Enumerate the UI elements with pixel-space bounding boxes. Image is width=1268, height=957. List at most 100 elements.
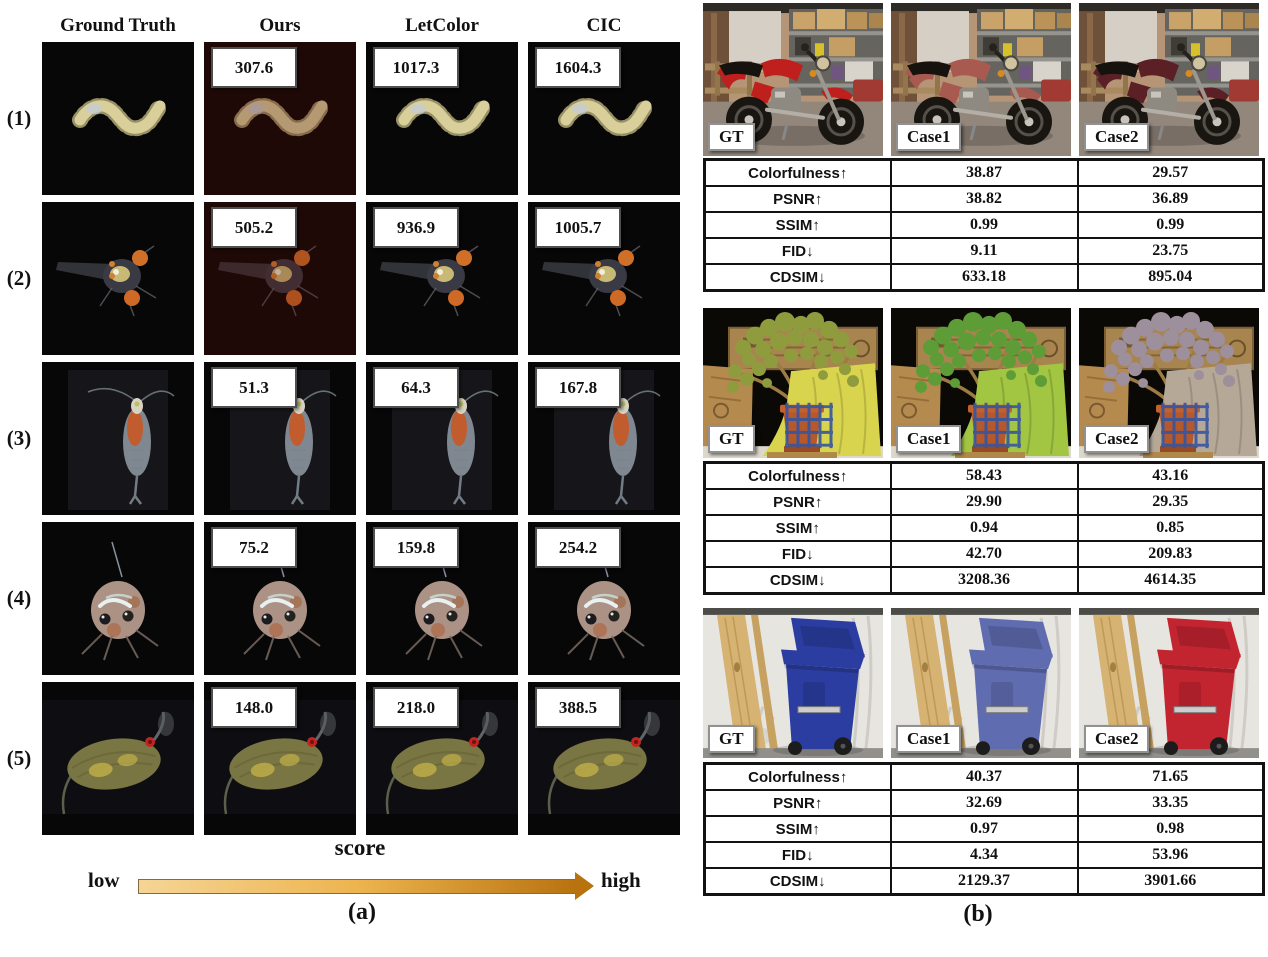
row-label: (5) [6, 746, 32, 770]
metric-name: CDSIM↓ [703, 566, 892, 595]
metrics-table-bin: Colorfulness↑ 40.37 71.65 PSNR↑ 32.69 33… [703, 762, 1265, 896]
photo-bin-gt: GT [703, 608, 883, 758]
metric-value-case2: 895.04 [1076, 263, 1265, 292]
specimen-image-letcolor: 936.9 [366, 202, 518, 355]
photo-label: Case1 [896, 425, 962, 453]
specimen-image-gt [42, 42, 194, 195]
metric-value-case1: 9.11 [889, 237, 1079, 265]
metric-value-case1: 633.18 [889, 263, 1079, 292]
photo-plant-case2: Case2 [1079, 308, 1259, 458]
row-label: (1) [6, 106, 32, 130]
metric-value-case2: 53.96 [1076, 841, 1265, 869]
metric-value-case1: 0.94 [889, 514, 1079, 542]
specimen-image-gt [42, 682, 194, 835]
metric-value-case1: 4.34 [889, 841, 1079, 869]
specimen-image-ours: 307.6 [204, 42, 356, 195]
specimen-image-letcolor: 1017.3 [366, 42, 518, 195]
daphnia-illustration [42, 682, 194, 835]
metric-value-case2: 0.99 [1076, 211, 1265, 239]
photo-bin-case2: Case2 [1079, 608, 1259, 758]
specimen-image-cic: 1604.3 [528, 42, 680, 195]
photo-label: GT [708, 123, 755, 151]
specimen-image-letcolor: 64.3 [366, 362, 518, 515]
metric-value-case2: 43.16 [1076, 461, 1265, 490]
worm-larva-illustration [42, 42, 194, 195]
specimen-image-ours: 51.3 [204, 362, 356, 515]
score-badge: 167.8 [535, 367, 621, 408]
metrics-table-plant: Colorfulness↑ 58.43 43.16 PSNR↑ 29.90 29… [703, 461, 1265, 595]
metric-value-case1: 40.37 [889, 762, 1079, 791]
row-label: (3) [6, 426, 32, 450]
metric-name: CDSIM↓ [703, 263, 892, 292]
specimen-image-ours: 75.2 [204, 522, 356, 675]
score-badge: 148.0 [211, 687, 297, 728]
metric-name: SSIM↑ [703, 815, 892, 843]
photo-plant-gt: GT [703, 308, 883, 458]
metric-value-case1: 38.87 [889, 158, 1079, 187]
specimen-image-ours: 505.2 [204, 202, 356, 355]
metric-name: CDSIM↓ [703, 867, 892, 896]
metric-value-case2: 29.57 [1076, 158, 1265, 187]
score-low-label: low [88, 868, 120, 892]
panel-a: Ground Truth Ours LetColor CIC (1) (2) (… [6, 15, 680, 925]
metric-value-case2: 0.98 [1076, 815, 1265, 843]
photo-motorcycle-case2: Case2 [1079, 3, 1259, 156]
metric-value-case2: 209.83 [1076, 540, 1265, 568]
panel-b-caption: (b) [963, 901, 993, 927]
row-label: (4) [6, 586, 32, 610]
score-badge: 1005.7 [535, 207, 621, 248]
column-header-cic: CIC [586, 15, 622, 36]
score-badge: 936.9 [373, 207, 459, 248]
metric-value-case2: 23.75 [1076, 237, 1265, 265]
metric-value-case1: 3208.36 [889, 566, 1079, 595]
photo-label: GT [708, 725, 755, 753]
metric-value-case2: 36.89 [1076, 185, 1265, 213]
specimen-image-cic: 1005.7 [528, 202, 680, 355]
score-badge: 64.3 [373, 367, 459, 408]
photo-motorcycle-case1: Case1 [891, 3, 1071, 156]
score-badge: 159.8 [373, 527, 459, 568]
score-badge: 505.2 [211, 207, 297, 248]
metric-value-case2: 29.35 [1076, 488, 1265, 516]
panel-b: GT Case1 Case2 Colorfulness↑ 38.87 29.57… [700, 0, 1268, 957]
water-flea-illustration [42, 522, 194, 675]
metric-value-case1: 42.70 [889, 540, 1079, 568]
metric-name: PSNR↑ [703, 488, 892, 516]
specimen-image-gt [42, 522, 194, 675]
metric-value-case1: 38.82 [889, 185, 1079, 213]
score-gradient-arrow [138, 879, 576, 894]
metric-value-case2: 0.85 [1076, 514, 1265, 542]
metric-name: FID↓ [703, 540, 892, 568]
metrics-table-motorcycle: Colorfulness↑ 38.87 29.57 PSNR↑ 38.82 36… [703, 158, 1265, 292]
copepod-vertical-illustration [42, 362, 194, 515]
metric-name: FID↓ [703, 237, 892, 265]
metric-name: Colorfulness↑ [703, 158, 892, 187]
score-arrow-head-icon [575, 872, 594, 900]
metric-value-case1: 32.69 [889, 789, 1079, 817]
score-badge: 254.2 [535, 527, 621, 568]
score-badge: 51.3 [211, 367, 297, 408]
metric-name: FID↓ [703, 841, 892, 869]
metric-value-case2: 4614.35 [1076, 566, 1265, 595]
score-legend-title: score [334, 835, 386, 860]
specimen-image-cic: 254.2 [528, 522, 680, 675]
score-badge: 75.2 [211, 527, 297, 568]
metric-value-case1: 2129.37 [889, 867, 1079, 896]
specimen-image-cic: 388.5 [528, 682, 680, 835]
specimen-image-gt [42, 362, 194, 515]
metric-name: PSNR↑ [703, 185, 892, 213]
metric-name: PSNR↑ [703, 789, 892, 817]
photo-motorcycle-gt: GT [703, 3, 883, 156]
column-header-letcolor: LetColor [405, 15, 479, 36]
score-badge: 1604.3 [535, 47, 621, 88]
score-badge: 218.0 [373, 687, 459, 728]
metric-value-case2: 71.65 [1076, 762, 1265, 791]
metric-value-case2: 33.35 [1076, 789, 1265, 817]
score-badge: 388.5 [535, 687, 621, 728]
photo-label: GT [708, 425, 755, 453]
column-header-ours: Ours [259, 15, 301, 36]
metric-name: Colorfulness↑ [703, 461, 892, 490]
photo-label: Case2 [1084, 425, 1150, 453]
photo-label: Case1 [896, 123, 962, 151]
photo-label: Case1 [896, 725, 962, 753]
